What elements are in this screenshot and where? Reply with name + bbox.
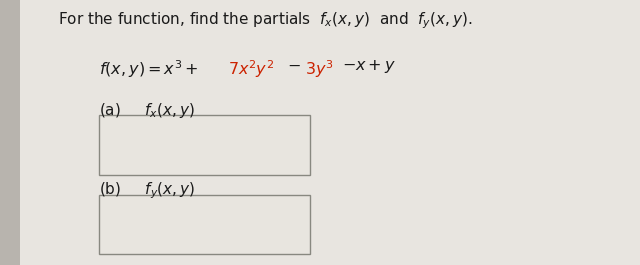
Bar bbox=[99, 195, 310, 254]
Text: $f(x, y) = x^3 + $: $f(x, y) = x^3 + $ bbox=[99, 58, 199, 80]
Text: For the function, find the partials  $f_x(x, y)$  and  $f_y(x, y)$.: For the function, find the partials $f_x… bbox=[58, 11, 472, 31]
Text: $7x^2y^2$: $7x^2y^2$ bbox=[228, 58, 274, 80]
Text: $3y^3$: $3y^3$ bbox=[305, 58, 333, 80]
Text: (b)     $f_y(x, y)$: (b) $f_y(x, y)$ bbox=[99, 180, 196, 201]
Text: $ - x + y$: $ - x + y$ bbox=[342, 58, 396, 75]
Text: $ - $: $ - $ bbox=[287, 58, 301, 73]
Bar bbox=[99, 115, 310, 175]
Bar bbox=[0, 0, 20, 265]
Text: (a)     $f_x(x, y)$: (a) $f_x(x, y)$ bbox=[99, 101, 195, 120]
